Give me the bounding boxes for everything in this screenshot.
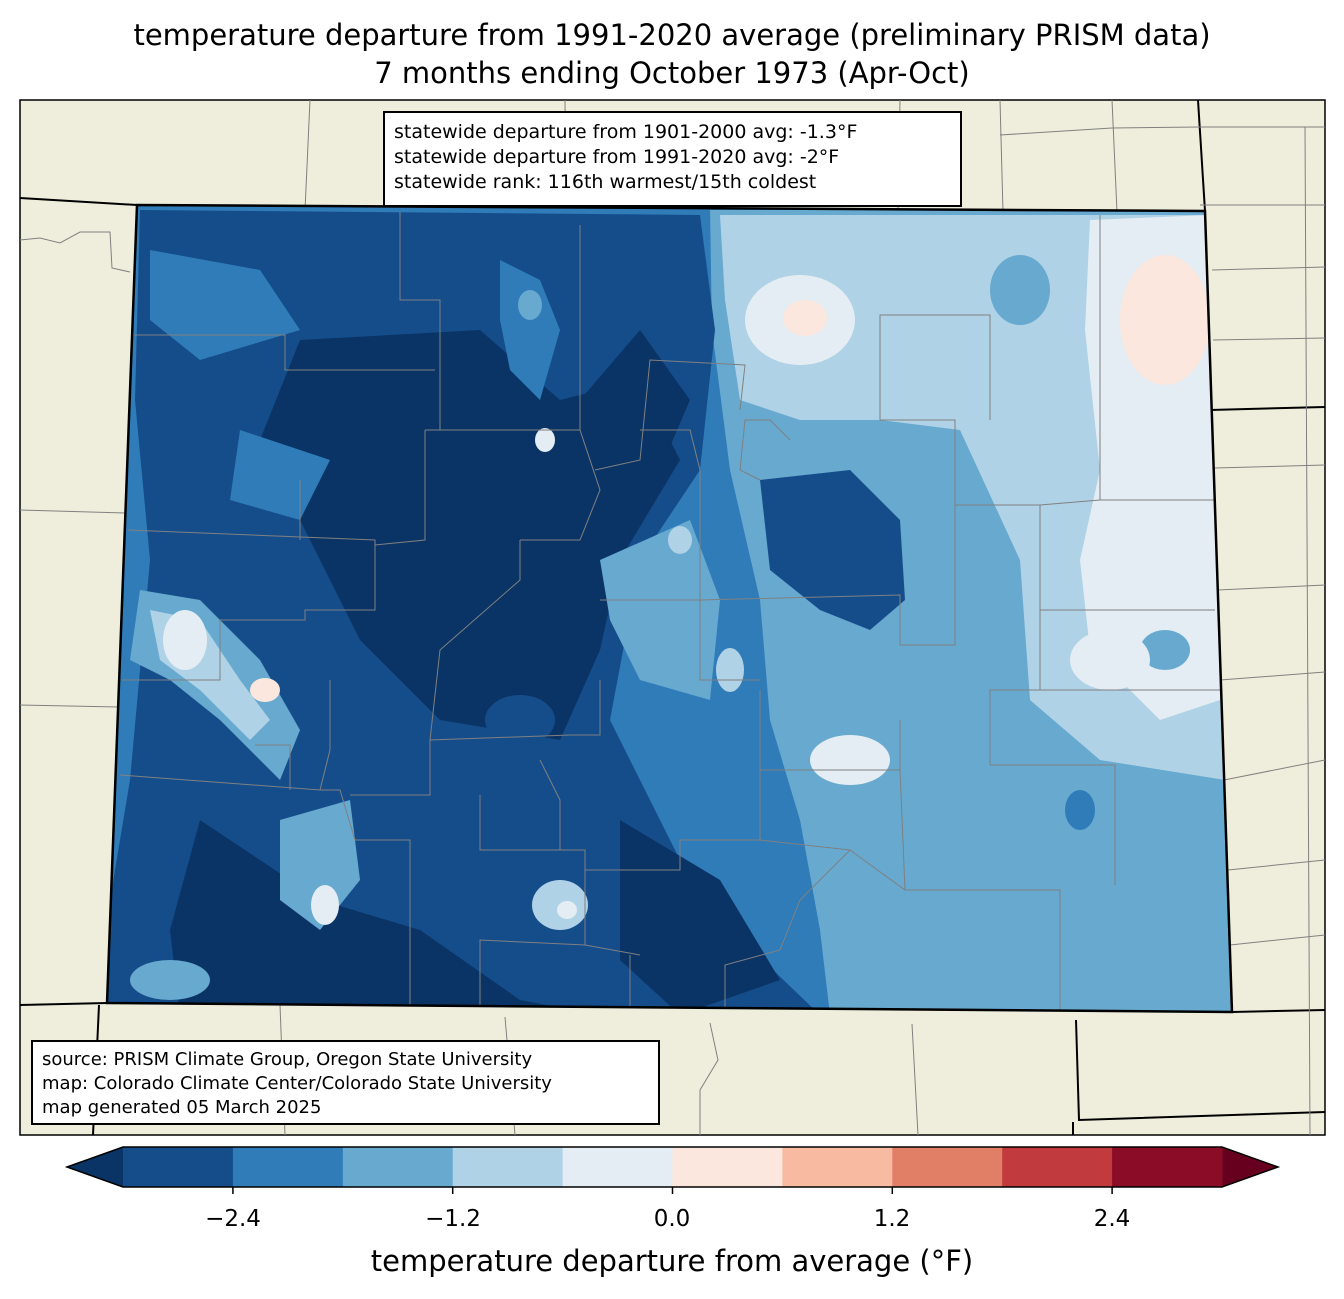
colorbar-outline (64, 1146, 1281, 1188)
colorbar-bin (562, 1147, 673, 1187)
colorbar-tick-label: 0.0 (653, 1206, 691, 1232)
colorado-border (105, 203, 1234, 1014)
colorbar (64, 1146, 1281, 1194)
colorbar-label: temperature departure from average (°F) (370, 1244, 974, 1278)
stats-line-1991: statewide departure from 1991-2020 avg: … (394, 146, 840, 168)
county-lines (119, 212, 1220, 1012)
colorbar-tick-label: 2.4 (1093, 1206, 1131, 1232)
colorbar-bin (1112, 1147, 1223, 1187)
colorbar-bin (892, 1147, 1003, 1187)
colorbar-bin (672, 1147, 783, 1187)
source-box: source: PRISM Climate Group, Oregon Stat… (31, 1040, 660, 1125)
stats-line-rank: statewide rank: 116th warmest/15th colde… (394, 171, 817, 193)
stats-line-1900: statewide departure from 1901-2000 avg: … (394, 121, 858, 143)
temperature-field (107, 205, 1232, 1012)
colorbar-under-arrow (67, 1147, 123, 1187)
statewide-stats-box: statewide departure from 1901-2000 avg: … (383, 111, 962, 207)
colorbar-bin (782, 1147, 893, 1187)
map-subtitle: 7 months ending October 1973 (Apr-Oct) (374, 56, 970, 90)
colorbar-bin (232, 1147, 344, 1187)
source-line-generated: map generated 05 March 2025 (42, 1097, 322, 1118)
colorbar-tick-label: 1.2 (873, 1206, 911, 1232)
source-line-prism: source: PRISM Climate Group, Oregon Stat… (42, 1049, 533, 1070)
colorbar-bin (1002, 1147, 1113, 1187)
colorbar-bin (452, 1147, 564, 1187)
colorbar-bin (123, 1147, 234, 1187)
colorbar-tick-label: −2.4 (205, 1206, 261, 1232)
colorbar-bin (342, 1147, 454, 1187)
map-title: temperature departure from 1991-2020 ave… (133, 18, 1211, 52)
source-line-map: map: Colorado Climate Center/Colorado St… (42, 1073, 552, 1094)
colorbar-tick-label: −1.2 (425, 1206, 481, 1232)
colorbar-over-arrow (1222, 1147, 1278, 1187)
